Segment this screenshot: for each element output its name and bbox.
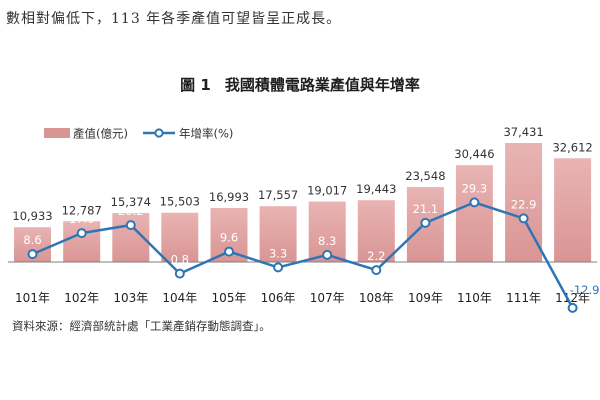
bar-value-label-4: 16,993 xyxy=(209,190,249,204)
bar-value-label-5: 17,557 xyxy=(258,188,298,202)
x-axis: 101年 102年 103年 104年 105年 106年 107年 108年 109年 110年… xyxy=(8,261,598,305)
bar-value-label-8: 23,548 xyxy=(405,169,445,183)
rate-point-0 xyxy=(27,249,38,260)
growth-rate-line xyxy=(32,201,574,309)
x-tick-label-4: 105年 xyxy=(212,291,247,305)
rate-value-label-0: 8.6 xyxy=(23,233,41,247)
bar-9 xyxy=(455,165,493,262)
x-tick-label-3: 104年 xyxy=(162,291,197,305)
rate-point-2 xyxy=(125,220,136,231)
bar-value-label-0: 10,933 xyxy=(12,209,52,223)
bar-value-label-9: 30,446 xyxy=(454,147,494,161)
bar-series: 10,933 12,787 15,374 15,503 16,993 17,557 19,0… xyxy=(12,125,593,262)
rate-point-8 xyxy=(420,217,431,228)
bar-value-label-7: 19,443 xyxy=(356,182,396,196)
bar-value-label-1: 12,787 xyxy=(62,203,102,217)
bar-value-label-10: 37,431 xyxy=(503,125,543,139)
x-tick-label-7: 108年 xyxy=(359,291,394,305)
bar-5 xyxy=(259,206,297,262)
rate-point-3 xyxy=(174,268,185,279)
x-tick-label-1: 102年 xyxy=(64,291,99,305)
rate-point-1 xyxy=(76,228,87,239)
rate-value-label-9: 29.3 xyxy=(462,181,488,195)
rate-value-label-2: 20.2 xyxy=(118,204,144,218)
rate-point-6 xyxy=(322,249,333,260)
bar-3 xyxy=(161,212,199,262)
rate-value-label-10: 22.9 xyxy=(511,197,537,211)
line-series: 8.6 17.0 20.2 0.8 9.6 3.3 8.3 2.2 21.1 29.3 22.9 -1… xyxy=(23,181,600,313)
rate-value-label-7: 2.2 xyxy=(367,249,385,263)
x-tick-label-0: 101年 xyxy=(15,291,50,305)
bar-value-label-6: 19,017 xyxy=(307,184,347,198)
rate-point-11 xyxy=(567,302,578,313)
x-tick-label-6: 107年 xyxy=(310,291,345,305)
x-tick-label-2: 103年 xyxy=(113,291,148,305)
rate-point-5 xyxy=(273,262,284,273)
intro-paragraph: 數相對偏低下，113 年各季產值可望皆呈正成長。 xyxy=(6,11,342,27)
rate-point-10 xyxy=(518,213,529,224)
x-tick-label-10: 111年 xyxy=(506,291,541,305)
figure-title-text: 我國積體電路業產值與年增率 xyxy=(224,76,420,94)
chart-legend: 產值(億元) 年增率(%) xyxy=(44,127,233,141)
legend-bar-swatch xyxy=(44,128,70,138)
figure-number: 圖 1 xyxy=(180,76,211,94)
rate-point-4 xyxy=(224,246,234,257)
legend-line-label: 年增率(%) xyxy=(179,127,233,141)
bar-value-label-3: 15,503 xyxy=(160,195,200,209)
figure-title: 圖 1 我國積體電路業產值與年增率 xyxy=(0,74,600,95)
rate-point-9 xyxy=(469,197,480,208)
rate-value-label-8: 21.1 xyxy=(413,202,439,216)
x-tick-label-8: 109年 xyxy=(408,291,443,305)
rate-value-label-11: -12.9 xyxy=(570,283,600,297)
rate-value-label-1: 17.0 xyxy=(69,212,95,226)
bar-11 xyxy=(554,158,592,262)
bar-7 xyxy=(357,200,395,262)
legend-bar-label: 產值(億元) xyxy=(73,127,128,141)
rate-point-7 xyxy=(371,265,382,276)
rate-value-label-5: 3.3 xyxy=(269,246,287,260)
bar-value-label-11: 32,612 xyxy=(552,140,592,154)
x-tick-label-9: 110年 xyxy=(457,291,492,305)
bar-value-label-2: 15,374 xyxy=(111,195,151,209)
source-note: 資料來源：經濟部統計處「工業產銷存動態調查」。 xyxy=(12,319,271,333)
legend-line-marker xyxy=(154,128,164,138)
rate-value-label-4: 9.6 xyxy=(220,231,238,245)
bar-1 xyxy=(63,221,101,262)
x-tick-label-5: 106年 xyxy=(261,291,296,305)
rate-value-label-6: 8.3 xyxy=(318,234,336,248)
rate-value-label-3: 0.8 xyxy=(171,253,189,267)
